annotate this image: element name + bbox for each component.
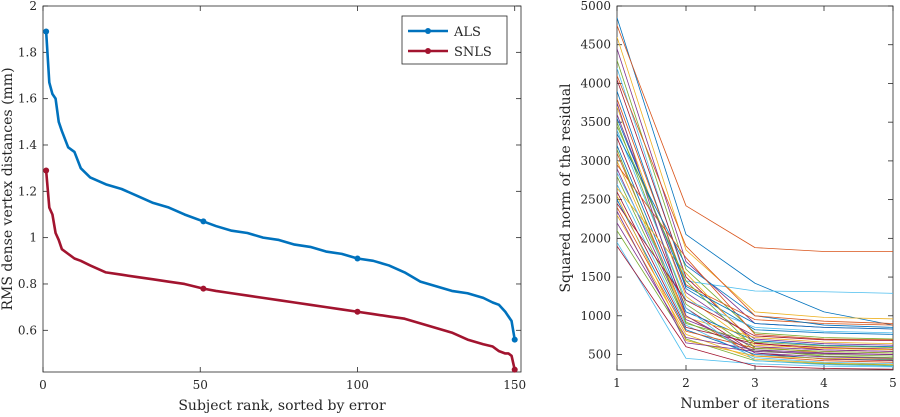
series-line-subject-21 — [617, 191, 893, 350]
series-line-subject-36 — [617, 118, 893, 330]
y-tick-label: 1.6 — [18, 92, 37, 106]
series-line-subject-32 — [617, 102, 893, 359]
series-line-subject-7 — [617, 79, 893, 352]
x-tick-label: 150 — [503, 378, 526, 392]
data-point-als — [354, 255, 361, 262]
series-line-subject-18 — [617, 168, 893, 352]
x-tick-label: 4 — [820, 376, 828, 390]
x-tick-label: 100 — [346, 378, 369, 392]
series-line-subject-38 — [617, 195, 893, 360]
series-line-subject-1 — [617, 17, 893, 326]
series-line-subject-39 — [617, 211, 893, 355]
legend: ALS SNLS — [401, 15, 508, 65]
series-line-subject-34 — [617, 172, 893, 367]
legend-box — [401, 15, 508, 65]
y-tick-label: 2500 — [580, 193, 611, 207]
series-line-subject-2 — [617, 25, 893, 252]
right-chart-residual-vs-iterations: 1 2 3 4 5 500 1000 1500 2000 2500 3000 3500 4000 4500… — [558, 0, 897, 412]
x-tick-label: 2 — [682, 376, 690, 390]
series-line-subject-23 — [617, 207, 893, 354]
data-point-als — [200, 218, 207, 225]
x-tick-label: 50 — [193, 378, 208, 392]
series-line-subject-11 — [617, 114, 893, 346]
series-line-subject-5 — [617, 60, 893, 340]
series-line-snls — [44, 170, 516, 370]
y-tick-label: 4000 — [580, 76, 611, 90]
series-line-subject-15 — [617, 145, 893, 348]
y-axis-label: Squared norm of the residual — [558, 83, 574, 293]
series-line-subject-28 — [617, 245, 893, 370]
left-chart-rms-vs-rank: 0 50 100 150 0.6 0.8 1 1.2 1.4 1.6 1.8 2 Subject ran… — [0, 0, 526, 414]
y-tick-label: 1.4 — [18, 138, 37, 152]
x-tick-label: 5 — [889, 376, 897, 390]
series-line-subject-35 — [617, 203, 893, 341]
y-tick-label: 1.2 — [18, 184, 37, 198]
x-tick-label: 3 — [751, 376, 759, 390]
legend-label-als: ALS — [453, 25, 481, 40]
y-tick-label: 4500 — [580, 38, 611, 52]
y-tick-label: 3000 — [580, 154, 611, 168]
data-point-snls — [354, 308, 361, 315]
plot-area — [617, 17, 893, 370]
series-line-als — [44, 31, 516, 340]
x-tick-label: 1 — [613, 376, 621, 390]
x-tick-label: 0 — [39, 378, 47, 392]
series-line-subject-9 — [617, 98, 893, 326]
series-line-subject-24 — [617, 214, 893, 365]
y-tick-label: 3500 — [580, 115, 611, 129]
series-line-subject-17 — [617, 160, 893, 345]
x-axis-label: Subject rank, sorted by error — [178, 398, 386, 414]
axes-box — [42, 5, 522, 373]
series-line-subject-19 — [617, 176, 893, 357]
y-tick-label: 0.8 — [18, 277, 37, 291]
data-point-als — [511, 336, 518, 343]
x-axis-label: Number of iterations — [680, 396, 829, 412]
series-line-subject-40 — [617, 125, 893, 354]
plot-area — [44, 31, 516, 370]
data-point-als — [43, 28, 50, 35]
y-tick-label: 2000 — [580, 231, 611, 245]
y-tick-label: 2 — [29, 0, 37, 13]
series-line-subject-6 — [617, 67, 893, 294]
y-axis-label: RMS dense vertex distances (mm) — [0, 67, 16, 310]
series-line-subject-33 — [617, 149, 893, 348]
series-line-subject-37 — [617, 75, 893, 324]
y-tick-label: 500 — [588, 348, 611, 362]
series-line-subject-30 — [617, 164, 893, 341]
legend-marker-snls — [425, 48, 431, 54]
y-tick-label: 1 — [29, 231, 37, 245]
series-line-subject-3 — [617, 36, 893, 320]
legend-marker-als — [425, 28, 431, 34]
y-tick-label: 1500 — [580, 270, 611, 284]
y-tick-label: 5000 — [580, 0, 611, 13]
data-point-snls — [43, 167, 50, 174]
data-point-snls — [511, 366, 518, 373]
y-tick-label: 0.6 — [18, 323, 37, 337]
series-line-subject-27 — [617, 242, 893, 368]
series-line-subject-20 — [617, 183, 893, 365]
legend-label-snls: SNLS — [454, 45, 492, 60]
y-tick-label: 1000 — [580, 309, 611, 323]
y-tick-label: 1.8 — [18, 45, 37, 59]
data-point-snls — [200, 285, 207, 292]
